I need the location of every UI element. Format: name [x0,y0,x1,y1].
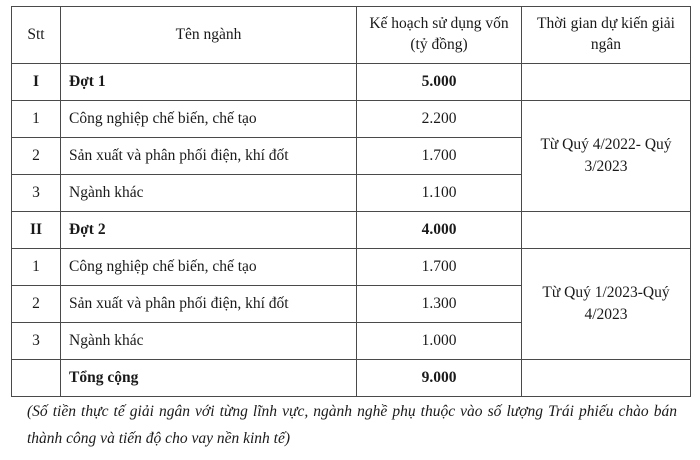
cell-time-blank [521,63,691,101]
footnote-text: (Số tiền thực tế giải ngân với từng lĩnh… [27,403,677,447]
cell-plan: 5.000 [356,63,522,101]
cell-name: Công nghiệp chế biến, chế tạo [60,248,357,286]
cell-plan: 1.300 [356,285,522,323]
cell-stt: 2 [11,285,61,323]
cell-time-blank [521,359,691,397]
column-header-stt: Stt [11,6,61,64]
cell-name: Ngành khác [60,322,357,360]
table-row: 2 Sản xuất và phân phối điện, khí đốt 1.… [11,137,691,175]
cell-stt: 2 [11,137,61,175]
cell-plan: 4.000 [356,211,522,249]
cell-plan: 1.100 [356,174,522,212]
cell-stt: 3 [11,322,61,360]
capital-plan-table: Stt Tên ngành Kế hoạch sử dụng vốn (tỷ đ… [11,6,691,397]
cell-plan: 9.000 [356,359,522,397]
table-row: 3 Ngành khác 1.100 [11,174,691,212]
table-row: 1 Công nghiệp chế biến, chế tạo 1.700 Từ… [11,248,691,360]
cell-name: Tổng cộng [60,359,357,397]
cell-plan: 1.700 [356,248,522,286]
cell-stt: I [11,63,61,101]
cell-name: Ngành khác [60,174,357,212]
cell-stt: II [11,211,61,249]
cell-stt: 3 [11,174,61,212]
table-body: I Đợt 1 5.000 1 Công nghiệp chế biến, ch… [11,63,691,397]
column-header-name: Tên ngành [60,6,357,64]
capital-plan-table-container: Stt Tên ngành Kế hoạch sử dụng vốn (tỷ đ… [11,6,691,397]
cell-time-phase1: Từ Quý 4/2022- Quý 3/2023 [521,100,691,212]
cell-time-blank [521,211,691,249]
cell-name: Sản xuất và phân phối điện, khí đốt [60,137,357,175]
table-row: II Đợt 2 4.000 [11,211,691,249]
cell-plan: 1.000 [356,322,522,360]
cell-stt: 1 [11,100,61,138]
cell-stt: 1 [11,248,61,286]
cell-stt [11,359,61,397]
cell-name: Đợt 1 [60,63,357,101]
cell-name: Công nghiệp chế biến, chế tạo [60,100,357,138]
cell-time-phase2: Từ Quý 1/2023-Quý 4/2023 [521,248,691,360]
cell-name: Đợt 2 [60,211,357,249]
table-header-row: Stt Tên ngành Kế hoạch sử dụng vốn (tỷ đ… [11,6,691,64]
column-header-time: Thời gian dự kiến giải ngân [521,6,691,64]
table-header: Stt Tên ngành Kế hoạch sử dụng vốn (tỷ đ… [11,6,691,64]
table-row: I Đợt 1 5.000 [11,63,691,101]
cell-plan: 1.700 [356,137,522,175]
column-header-plan: Kế hoạch sử dụng vốn (tỷ đồng) [356,6,522,64]
cell-name: Sản xuất và phân phối điện, khí đốt [60,285,357,323]
table-row: 1 Công nghiệp chế biến, chế tạo 2.200 Từ… [11,100,691,212]
table-row: 3 Ngành khác 1.000 [11,322,691,360]
table-row-total: Tổng cộng 9.000 [11,359,691,397]
cell-plan: 2.200 [356,100,522,138]
